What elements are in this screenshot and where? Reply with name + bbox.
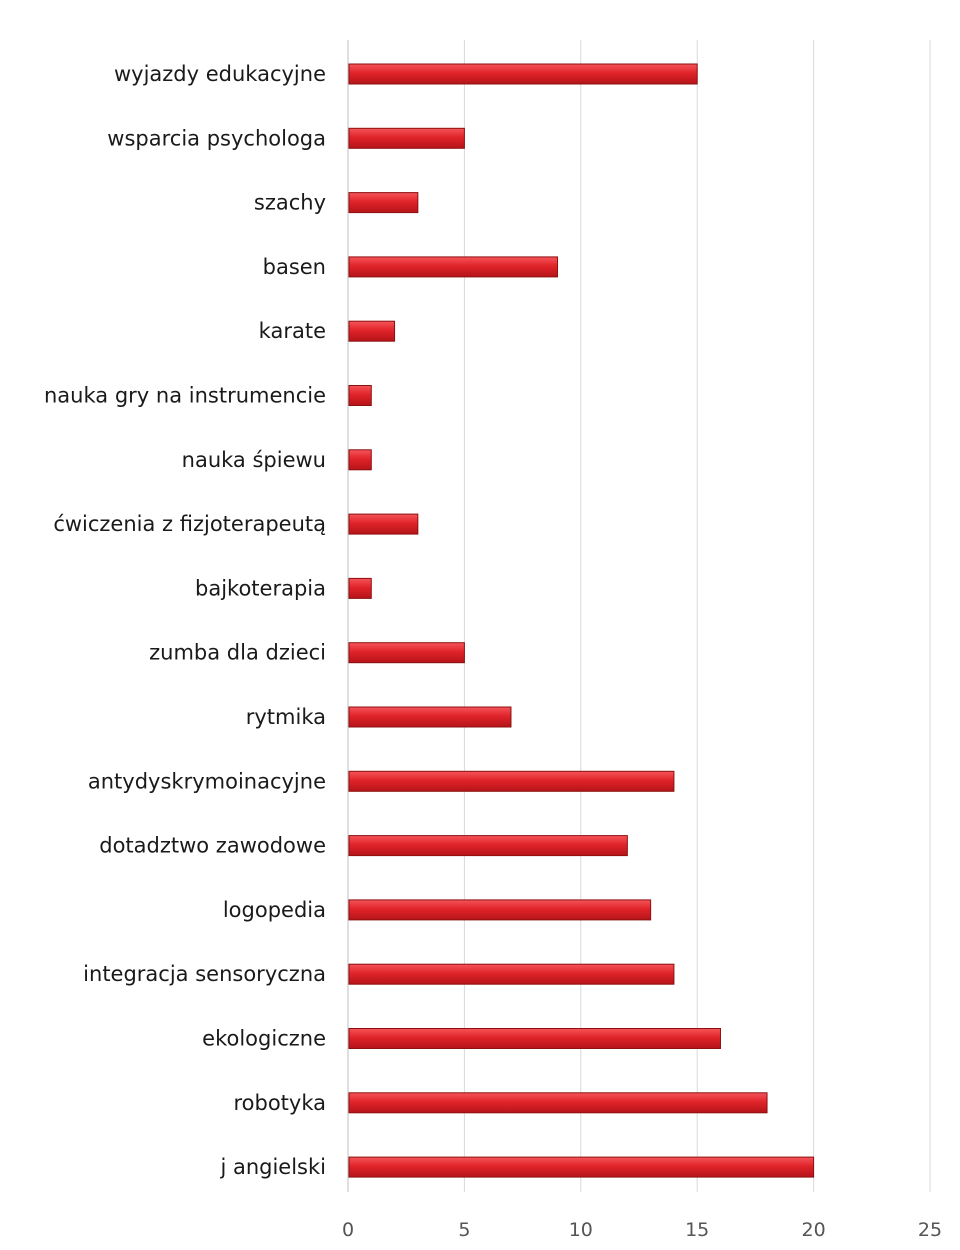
bar <box>348 577 372 599</box>
bar <box>348 835 628 857</box>
bar <box>348 513 419 535</box>
bars <box>348 63 815 1178</box>
bar <box>348 320 396 342</box>
category-label: antydyskrymoinacyjne <box>88 769 326 793</box>
bar <box>348 642 465 664</box>
bar <box>348 385 372 406</box>
category-label: logopedia <box>223 898 326 922</box>
bar <box>348 1156 815 1178</box>
category-label: basen <box>263 255 326 279</box>
x-tick-label: 10 <box>569 1219 593 1241</box>
category-label: rytmika <box>246 705 326 729</box>
bar <box>348 706 512 728</box>
x-axis-ticks: 0 5 10 15 20 25 <box>342 1219 942 1241</box>
category-label: zumba dla dzieci <box>149 641 326 665</box>
x-tick-label: 20 <box>802 1219 826 1241</box>
category-label: robotyka <box>233 1091 326 1115</box>
category-label: szachy <box>254 191 326 215</box>
category-label: bajkoterapia <box>195 576 326 600</box>
category-label: integracja sensoryczna <box>83 962 326 986</box>
bar <box>348 192 419 214</box>
bar <box>348 963 675 985</box>
bar <box>348 449 372 471</box>
grid <box>347 40 931 1192</box>
x-tick-label: 5 <box>458 1219 470 1241</box>
x-tick-label: 15 <box>685 1219 709 1241</box>
bar <box>348 770 675 792</box>
bar <box>348 256 559 278</box>
x-tick-label: 25 <box>918 1219 942 1241</box>
bar <box>348 127 465 149</box>
category-label: ćwiczenia z fizjoterapeutą <box>53 512 326 536</box>
bar <box>348 899 652 921</box>
category-label: j angielski <box>219 1155 326 1179</box>
category-label: nauka śpiewu <box>182 448 326 472</box>
category-label: karate <box>259 319 326 343</box>
bar <box>348 1028 721 1049</box>
x-tick-label: 0 <box>342 1219 354 1241</box>
category-label: dotadztwo zawodowe <box>99 834 326 858</box>
bar <box>348 63 698 85</box>
category-label: wyjazdy edukacyjne <box>114 62 326 86</box>
category-labels: wyjazdy edukacyjne wsparcia psychologa sza… <box>44 62 326 1179</box>
category-label: nauka gry na instrumencie <box>44 384 326 408</box>
bar <box>348 1092 768 1114</box>
category-label: ekologiczne <box>202 1027 326 1051</box>
category-label: wsparcia psychologa <box>107 126 326 150</box>
